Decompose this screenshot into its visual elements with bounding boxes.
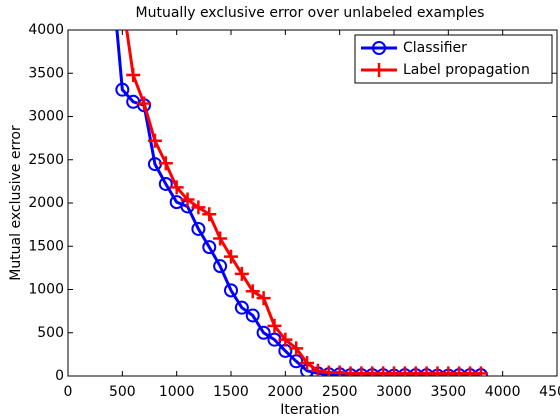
x-tick-label: 500 <box>109 384 136 400</box>
x-tick-label: 2000 <box>268 384 304 400</box>
y-tick-label: 1000 <box>28 282 64 298</box>
marker <box>147 133 162 148</box>
y-axis-label: Mutual exclusive error <box>8 125 24 281</box>
marker <box>372 63 386 77</box>
marker <box>137 96 152 111</box>
y-tick-label: 3000 <box>28 109 64 125</box>
x-tick-label: 1000 <box>159 384 195 400</box>
y-tick-label: 0 <box>55 368 64 384</box>
plot-area <box>115 30 488 376</box>
marker <box>245 308 260 323</box>
y-tick-label: 2500 <box>28 152 64 168</box>
legend-box <box>354 34 553 84</box>
marker <box>300 356 315 371</box>
marker <box>372 41 386 55</box>
marker <box>278 332 293 347</box>
x-tick-label: 1500 <box>213 384 249 400</box>
marker <box>473 366 488 376</box>
marker <box>224 249 238 264</box>
marker <box>126 67 141 82</box>
legend-label: Classifier <box>403 40 467 56</box>
marker <box>202 207 217 222</box>
marker <box>245 284 260 299</box>
y-tick-label: 3500 <box>28 65 64 81</box>
x-tick-label: 3500 <box>431 384 467 400</box>
y-tick-label: 2000 <box>28 195 64 211</box>
marker <box>234 300 249 315</box>
y-tick-label: 500 <box>37 325 64 341</box>
marker <box>180 192 195 207</box>
marker <box>191 200 206 215</box>
y-tick-label: 1500 <box>28 238 64 254</box>
marker <box>234 266 249 281</box>
x-tick-label: 2500 <box>322 384 358 400</box>
chart-title: Mutually exclusive error over unlabeled … <box>136 5 485 21</box>
x-tick-label: 0 <box>64 384 73 400</box>
marker <box>191 221 206 236</box>
marker <box>115 82 130 97</box>
marker <box>169 180 184 195</box>
x-tick-label: 4000 <box>485 384 521 400</box>
marker <box>289 341 304 356</box>
x-tick-label: 4500 <box>539 384 560 400</box>
marker <box>256 325 271 340</box>
marker <box>224 283 238 298</box>
marker <box>256 291 271 306</box>
marker <box>158 156 173 171</box>
marker <box>213 259 228 274</box>
marker <box>202 240 217 255</box>
legend-label: Label propagation <box>403 62 530 78</box>
marker <box>267 318 282 333</box>
marker <box>158 176 173 191</box>
marker <box>310 363 325 376</box>
marker <box>213 231 228 246</box>
x-tick-label: 3000 <box>376 384 412 400</box>
y-tick-label: 4000 <box>28 22 64 38</box>
x-axis-label: Iteration <box>280 402 339 418</box>
series-line <box>115 30 481 376</box>
